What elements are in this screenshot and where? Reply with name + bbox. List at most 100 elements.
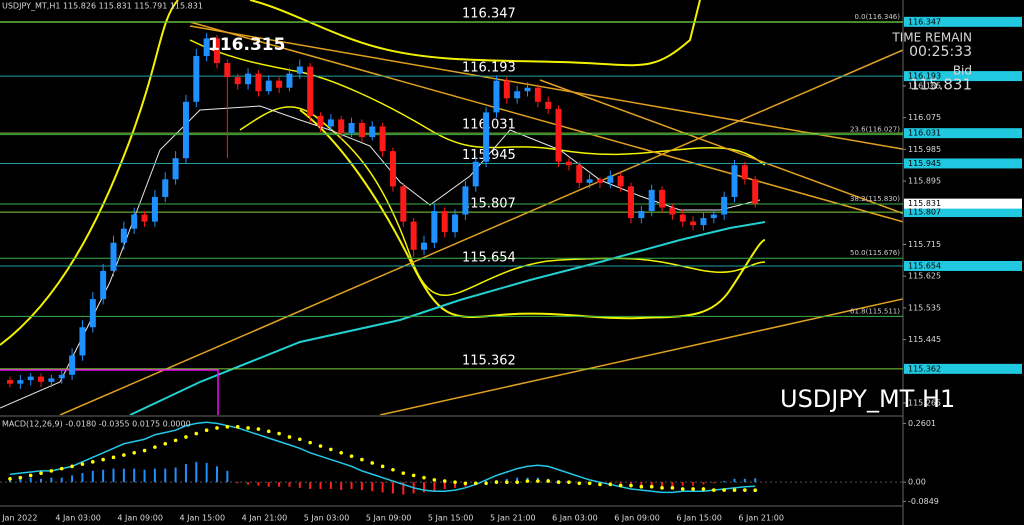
y-tick-label: 116.075 (908, 113, 941, 122)
level-label: 116.193 (462, 61, 516, 76)
header: USDJPY_MT,H1 115.826 115.831 115.791 115… (2, 2, 203, 11)
signal-dot (494, 480, 499, 484)
candle-body (441, 211, 448, 233)
candle-body (524, 87, 531, 92)
candle-body (628, 186, 634, 219)
signal-dot (536, 479, 540, 483)
trendlines (59, 21, 903, 415)
signal-dot (401, 471, 406, 475)
level-axis-label: 115.654 (908, 261, 941, 270)
signal-dot (204, 428, 209, 433)
level-axis-label: 115.945 (908, 159, 941, 168)
macd-bar (381, 482, 384, 493)
candle-body (120, 228, 127, 243)
candle-body (224, 63, 231, 78)
signal-dot (277, 431, 281, 436)
level-axis-box (904, 71, 1022, 82)
signal-dot (39, 471, 43, 475)
candle-body (421, 242, 427, 250)
signal-dot (18, 475, 23, 480)
signal-dot (432, 478, 437, 482)
candle-body (182, 101, 189, 159)
candle-body (69, 355, 76, 375)
level-label: 115.362 (462, 353, 516, 368)
signal-dot (111, 455, 116, 460)
candle-body (389, 151, 396, 187)
signal-dot (691, 487, 695, 491)
candle-body (503, 80, 510, 99)
fib-label: 23.6(116.027) (850, 126, 900, 134)
candle-body (607, 175, 614, 183)
macd-bar (50, 477, 53, 483)
indicators (0, 0, 903, 415)
candle-body (452, 214, 459, 233)
signal-dot (546, 479, 550, 483)
level-label: 115.807 (462, 197, 516, 212)
y-tick-label: 115.445 (908, 335, 941, 344)
candle-body (700, 218, 707, 226)
signal-dot (287, 435, 292, 439)
y-tick-label: 115.715 (908, 240, 941, 249)
level-axis-box (904, 363, 1022, 374)
candle-body (162, 179, 169, 197)
candle-body (255, 73, 262, 92)
signal-dot (484, 481, 488, 486)
x-tick-label: 4 Jan 03:00 (55, 514, 101, 523)
level-axis-label: 116.031 (908, 129, 941, 138)
signal-dot (308, 440, 312, 445)
candle-body (483, 112, 490, 162)
y-tick-label: 115.265 (908, 399, 941, 408)
symbol-title: USDJPY_MT H1 (780, 385, 955, 413)
x-tick-label: 4 Jan 21:00 (242, 514, 288, 523)
signal-dot (70, 464, 74, 469)
macd-bar (195, 461, 198, 483)
signal-dot (515, 480, 519, 484)
candle-body (514, 91, 521, 99)
candle-body (534, 87, 541, 102)
bollinger-outer-low (299, 109, 766, 320)
macd-bar (640, 482, 643, 487)
signal-dot (132, 451, 136, 455)
signal-dot (59, 466, 64, 471)
signal-dot (587, 481, 592, 486)
x-tick-label: 5 Jan 21:00 (490, 514, 536, 523)
signal-dot (142, 448, 147, 453)
y-tick-label: 0.00 (908, 478, 926, 487)
signal-dot (91, 460, 95, 464)
candle-body (100, 270, 107, 300)
level-axis-label: 115.807 (908, 208, 941, 217)
macd-bar (205, 462, 208, 483)
signal-dot (732, 488, 737, 492)
signal-dot (422, 475, 426, 480)
candle-body (296, 66, 303, 74)
macd-bar (433, 482, 436, 492)
candle-body (193, 56, 200, 102)
candle-body (472, 161, 479, 187)
macd-bar (661, 482, 664, 487)
candle-body (410, 221, 417, 250)
candle-body (741, 165, 748, 180)
macd-bar (29, 477, 32, 483)
candle-body (214, 38, 220, 64)
level-axis-label: 116.193 (908, 72, 941, 81)
signal-dot (453, 480, 457, 484)
candle-body (379, 126, 386, 152)
macd-bar (247, 482, 250, 485)
level-label: 116.347 (462, 6, 516, 21)
signal-dot (701, 487, 706, 491)
macd-bar (153, 468, 156, 483)
x-tick-label: 5 Jan 09:00 (366, 514, 412, 523)
candle-body (721, 196, 728, 215)
candle-body (596, 179, 603, 183)
macd-bar (184, 464, 187, 483)
macd-bar (681, 482, 684, 486)
macd-bar (360, 482, 363, 491)
candle-body (89, 299, 96, 328)
signal-dot (173, 438, 178, 443)
x-tick-label: 5 Jan 15:00 (428, 514, 474, 523)
candle-body (58, 374, 65, 379)
signal-dot (184, 435, 188, 439)
candle-body (131, 214, 138, 229)
macd-bar (216, 466, 218, 483)
candle-body (358, 122, 365, 138)
